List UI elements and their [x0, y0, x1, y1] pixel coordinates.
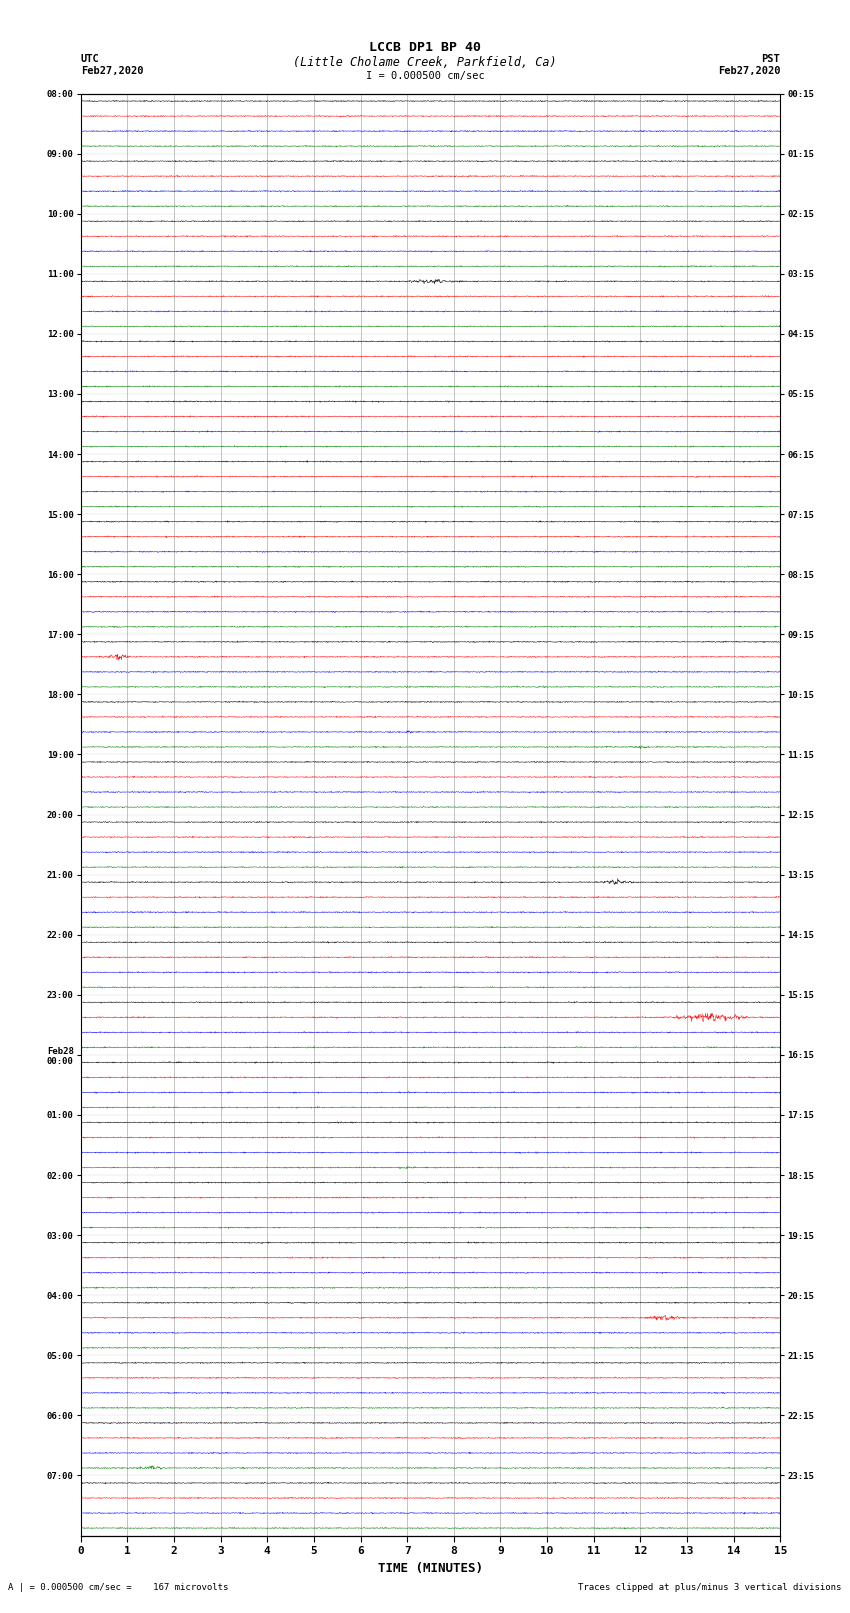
Text: PST: PST — [762, 53, 780, 65]
Text: Feb27,2020: Feb27,2020 — [717, 66, 780, 76]
Text: (Little Cholame Creek, Parkfield, Ca): (Little Cholame Creek, Parkfield, Ca) — [293, 56, 557, 69]
Text: UTC: UTC — [81, 53, 99, 65]
Text: LCCB DP1 BP 40: LCCB DP1 BP 40 — [369, 40, 481, 55]
Text: I = 0.000500 cm/sec: I = 0.000500 cm/sec — [366, 71, 484, 81]
Text: Traces clipped at plus/minus 3 vertical divisions: Traces clipped at plus/minus 3 vertical … — [578, 1582, 842, 1592]
X-axis label: TIME (MINUTES): TIME (MINUTES) — [378, 1561, 483, 1574]
Text: Feb27,2020: Feb27,2020 — [81, 66, 144, 76]
Text: A | = 0.000500 cm/sec =    167 microvolts: A | = 0.000500 cm/sec = 167 microvolts — [8, 1582, 229, 1592]
